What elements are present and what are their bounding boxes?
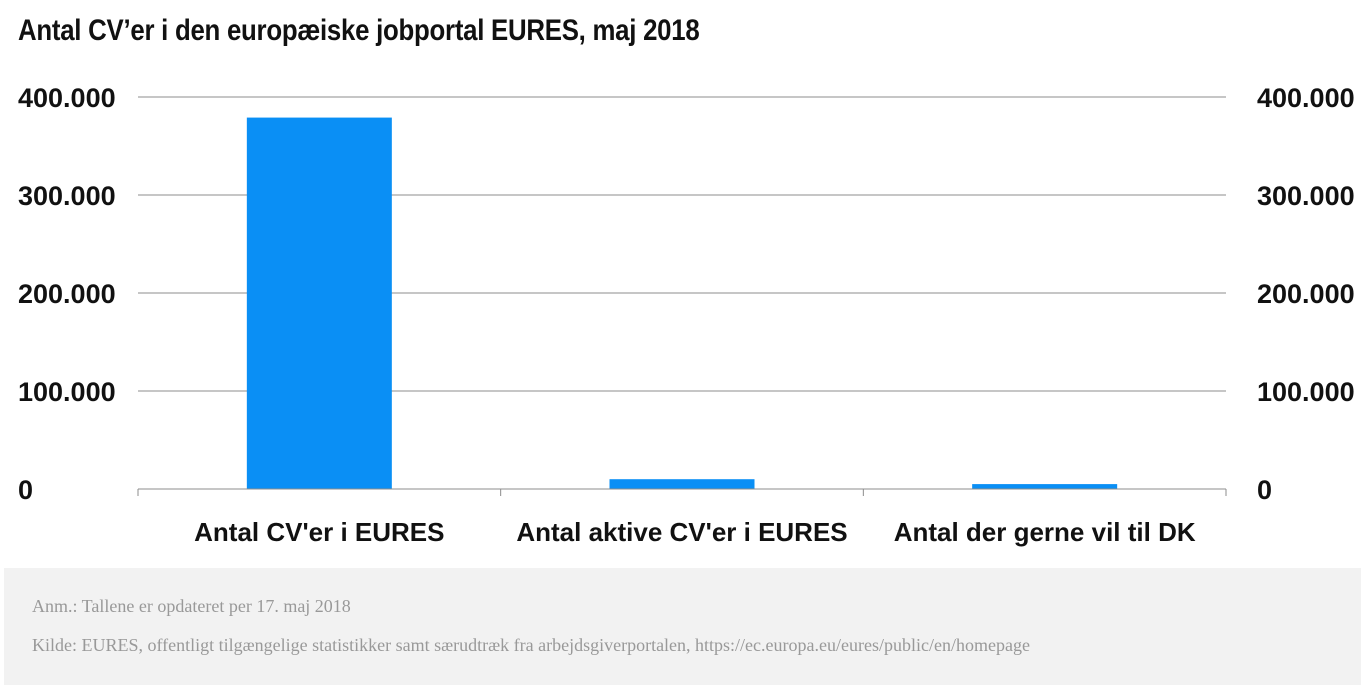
- y-tick-label-left: 200.000: [18, 279, 116, 309]
- y-tick-label-left: 0: [18, 475, 33, 505]
- y-tick-label-left: 100.000: [18, 377, 116, 407]
- y-tick-label-left: 400.000: [18, 83, 116, 113]
- x-axis-categories: Antal CV'er i EURES Antal aktive CV'er i …: [194, 517, 1196, 547]
- y-tick-label-right: 100.000: [1257, 377, 1355, 407]
- chart-title: Antal CV’er i den europæiske jobportal E…: [18, 14, 700, 47]
- notes-panel: Anm.: Tallene er opdateret per 17. maj 2…: [4, 568, 1361, 685]
- x-axis: [137, 488, 1227, 496]
- y-tick-label-right: 400.000: [1257, 83, 1355, 113]
- x-category-label: Antal CV'er i EURES: [194, 517, 444, 547]
- y-tick-label-right: 300.000: [1257, 181, 1355, 211]
- bar: [972, 484, 1118, 489]
- bar-chart: 0 0 100.000 100.000 200.000 200.000 300.000 300…: [18, 83, 1355, 547]
- bar: [609, 479, 755, 489]
- y-tick-label-right: 0: [1257, 475, 1272, 505]
- x-category-label: Antal aktive CV'er i EURES: [516, 517, 847, 547]
- note-text: Anm.: Tallene er opdateret per 17. maj 2…: [32, 596, 351, 616]
- bar: [246, 117, 392, 489]
- y-axis-ticks: 0 0 100.000 100.000 200.000 200.000 300.000 300…: [18, 83, 1355, 505]
- source-text: Kilde: EURES, offentligt tilgængelige st…: [32, 635, 1030, 655]
- x-category-label: Antal der gerne vil til DK: [894, 517, 1196, 547]
- y-tick-label-left: 300.000: [18, 181, 116, 211]
- bars: [246, 117, 1118, 489]
- y-tick-label-right: 200.000: [1257, 279, 1355, 309]
